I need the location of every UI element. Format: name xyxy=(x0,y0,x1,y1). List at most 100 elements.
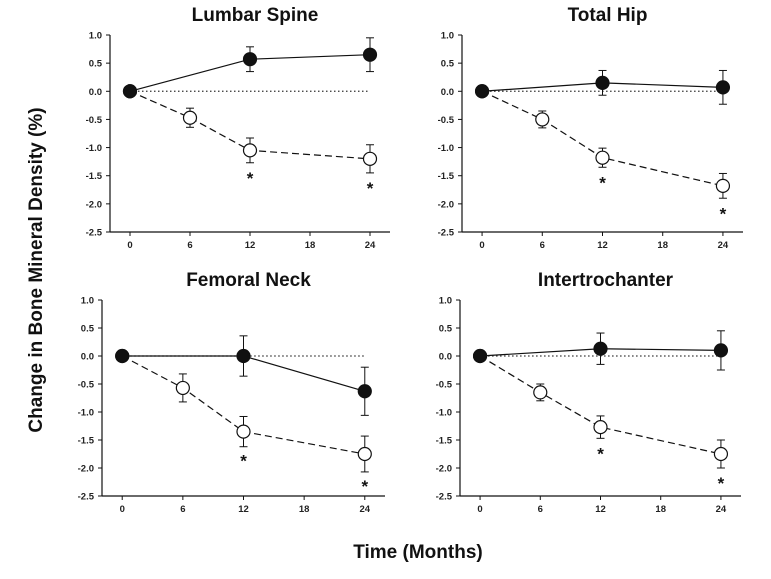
femoral-neck-title: Femoral Neck xyxy=(186,270,311,291)
lumbar-spine-x-tick-label: 6 xyxy=(187,240,192,251)
femoral-neck-y-tick-label: 1.0 xyxy=(81,296,94,307)
lumbar-spine-control-series-point xyxy=(182,110,198,125)
intertrochanter-control-series-point xyxy=(533,385,548,400)
total-hip-y-tick-label: -0.5 xyxy=(438,115,455,126)
femoral-neck-y-tick-label: -1.5 xyxy=(78,436,95,447)
intertrochanter-title: Intertrochanter xyxy=(538,270,674,291)
femoral-neck-significance-marker: * xyxy=(361,477,368,496)
intertrochanter-y-tick-label: -0.5 xyxy=(436,380,453,391)
total-hip-y-tick-label: -1.0 xyxy=(438,143,454,154)
total-hip-significance-marker: * xyxy=(599,173,606,192)
total-hip-y-tick-label: -1.5 xyxy=(438,171,455,182)
lumbar-spine-significance-marker: * xyxy=(247,169,254,188)
intertrochanter-x-tick-label: 12 xyxy=(595,504,606,515)
femoral-neck-x-tick-label: 24 xyxy=(359,504,370,515)
lumbar-spine-treatment-series-point xyxy=(362,47,378,62)
x-axis-label: Time (Months) xyxy=(353,542,482,563)
intertrochanter-significance-marker: * xyxy=(597,444,604,463)
total-hip-significance-marker: * xyxy=(720,204,727,223)
lumbar-spine-y-tick-label: -2.0 xyxy=(86,199,102,210)
lumbar-spine-control-series-point xyxy=(362,151,378,166)
intertrochanter-x-tick-label: 18 xyxy=(655,504,666,515)
total-hip-treatment-series-point xyxy=(715,80,731,95)
lumbar-spine-y-tick-label: -2.5 xyxy=(86,228,103,239)
chart-panels: Lumbar Spine 1.0 0.5 0.0 -0.5 -1.0 -1.5 -2.0 -2.… xyxy=(78,5,743,515)
intertrochanter-y-tick-label: 0.0 xyxy=(439,352,452,363)
femoral-neck-x-tick-label: 6 xyxy=(180,504,185,515)
total-hip-control-series-point xyxy=(535,112,550,127)
total-hip-y-tick-label: -2.0 xyxy=(438,199,454,210)
lumbar-spine-panel: Lumbar Spine 1.0 0.5 0.0 -0.5 -1.0 -1.5 -2.0 -2.… xyxy=(86,5,390,251)
total-hip-x-tick-label: 0 xyxy=(479,240,484,251)
femoral-neck-x-tick-label: 0 xyxy=(120,504,125,515)
lumbar-spine-treatment-series-point xyxy=(242,52,258,67)
femoral-neck-treatment-series-point xyxy=(115,348,130,364)
lumbar-spine-y-tick-label: -1.5 xyxy=(86,171,103,182)
total-hip-x-tick-label: 12 xyxy=(597,240,608,251)
femoral-neck-y-tick-label: -2.0 xyxy=(78,464,94,475)
total-hip-y-tick-label: 0.0 xyxy=(441,87,454,98)
total-hip-x-tick-label: 6 xyxy=(540,240,545,251)
femoral-neck-x-tick-label: 18 xyxy=(299,504,310,515)
lumbar-spine-x-tick-label: 12 xyxy=(245,240,256,251)
lumbar-spine-y-tick-label: 1.0 xyxy=(89,31,102,42)
total-hip-x-tick-label: 18 xyxy=(657,240,668,251)
femoral-neck-x-tick-label: 12 xyxy=(238,504,249,515)
lumbar-spine-x-tick-label: 24 xyxy=(365,240,376,251)
femoral-neck-treatment-series-point xyxy=(236,348,251,364)
total-hip-treatment-series-point xyxy=(595,75,610,90)
intertrochanter-y-tick-label: -2.5 xyxy=(436,492,453,503)
total-hip-y-tick-label: 0.5 xyxy=(441,59,455,70)
lumbar-spine-y-tick-label: -0.5 xyxy=(86,115,103,126)
lumbar-spine-significance-marker: * xyxy=(367,179,374,198)
lumbar-spine-y-tick-label: 0.0 xyxy=(89,87,102,98)
femoral-neck-y-tick-label: -1.0 xyxy=(78,408,94,419)
intertrochanter-significance-marker: * xyxy=(718,474,725,493)
y-axis-label: Change in Bone Mineral Density (%) xyxy=(26,107,47,432)
femoral-neck-y-tick-label: -2.5 xyxy=(78,492,95,503)
total-hip-y-tick-label: 1.0 xyxy=(441,31,454,42)
total-hip-control-series-line xyxy=(481,90,724,187)
femoral-neck-significance-marker: * xyxy=(240,452,247,471)
total-hip-treatment-series-point xyxy=(474,84,490,99)
lumbar-spine-x-tick-label: 0 xyxy=(127,240,132,251)
intertrochanter-x-tick-label: 24 xyxy=(716,504,727,515)
intertrochanter-treatment-series-point xyxy=(472,348,488,364)
lumbar-spine-control-series-line xyxy=(129,90,371,160)
lumbar-spine-x-tick-label: 18 xyxy=(305,240,316,251)
total-hip-y-tick-label: -2.5 xyxy=(438,228,455,239)
intertrochanter-x-tick-label: 0 xyxy=(477,504,482,515)
intertrochanter-panel: Intertrochanter 1.0 0.5 0.0 -0.5 -1.0 -1.5 -2.0… xyxy=(436,270,741,515)
femoral-neck-control-series-point xyxy=(175,380,190,396)
intertrochanter-treatment-series-point xyxy=(593,341,608,356)
intertrochanter-y-tick-label: -2.0 xyxy=(436,464,452,475)
intertrochanter-treatment-series-point xyxy=(713,343,729,358)
total-hip-title: Total Hip xyxy=(568,5,648,26)
intertrochanter-control-series-point xyxy=(593,420,608,435)
intertrochanter-y-tick-label: -1.5 xyxy=(436,436,453,447)
total-hip-control-series-point xyxy=(595,150,610,165)
femoral-neck-y-tick-label: 0.0 xyxy=(81,352,94,363)
total-hip-control-series-point xyxy=(715,178,731,193)
femoral-neck-treatment-series-point xyxy=(357,384,372,399)
intertrochanter-control-series-point xyxy=(713,446,729,462)
femoral-neck-control-series-point xyxy=(357,446,372,462)
lumbar-spine-y-tick-label: -1.0 xyxy=(86,143,102,154)
lumbar-spine-title: Lumbar Spine xyxy=(192,5,319,26)
intertrochanter-control-series-line xyxy=(479,355,722,455)
femoral-neck-control-series-line xyxy=(121,355,365,455)
intertrochanter-y-tick-label: 1.0 xyxy=(439,296,452,307)
total-hip-panel: Total Hip 1.0 0.5 0.0 -0.5 -1.0 -1.5 -2.0 -2.5 0 6… xyxy=(438,5,743,251)
femoral-neck-y-tick-label: -0.5 xyxy=(78,380,95,391)
lumbar-spine-control-series-point xyxy=(242,143,258,158)
lumbar-spine-y-tick-label: 0.5 xyxy=(89,59,103,70)
intertrochanter-x-tick-label: 6 xyxy=(538,504,543,515)
total-hip-x-tick-label: 24 xyxy=(718,240,729,251)
femoral-neck-y-tick-label: 0.5 xyxy=(81,324,95,335)
intertrochanter-y-tick-label: 0.5 xyxy=(439,324,453,335)
lumbar-spine-treatment-series-point xyxy=(122,84,138,99)
intertrochanter-y-tick-label: -1.0 xyxy=(436,408,452,419)
femoral-neck-control-series-point xyxy=(236,424,251,439)
femoral-neck-panel: Femoral Neck 1.0 0.5 0.0 -0.5 -1.0 -1.5 -2.0 -2.… xyxy=(78,270,385,515)
